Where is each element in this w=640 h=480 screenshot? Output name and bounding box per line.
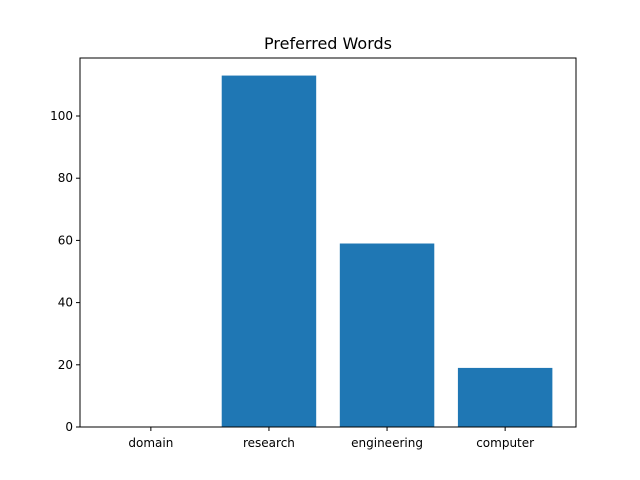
bars-group [221,75,553,428]
x-axis-ticks: domain research engineering computer [128,427,534,450]
y-tick-label: 60 [58,233,73,247]
y-tick-label: 80 [58,171,73,185]
x-tick-label: engineering [351,436,423,450]
bar-research [221,75,317,428]
bar-engineering [339,243,435,427]
x-tick-label: domain [128,436,173,450]
plot-frame [79,57,577,428]
y-tick-label: 20 [58,358,73,372]
y-tick-label: 40 [58,296,73,310]
y-tick-label: 100 [50,109,73,123]
y-axis-ticks: 0 20 40 60 80 100 [50,109,80,434]
y-tick-label: 0 [65,420,73,434]
x-tick-label: research [243,436,295,450]
chart-title: Preferred Words [264,34,392,53]
x-tick-label: computer [476,436,534,450]
bar-computer [457,367,553,427]
